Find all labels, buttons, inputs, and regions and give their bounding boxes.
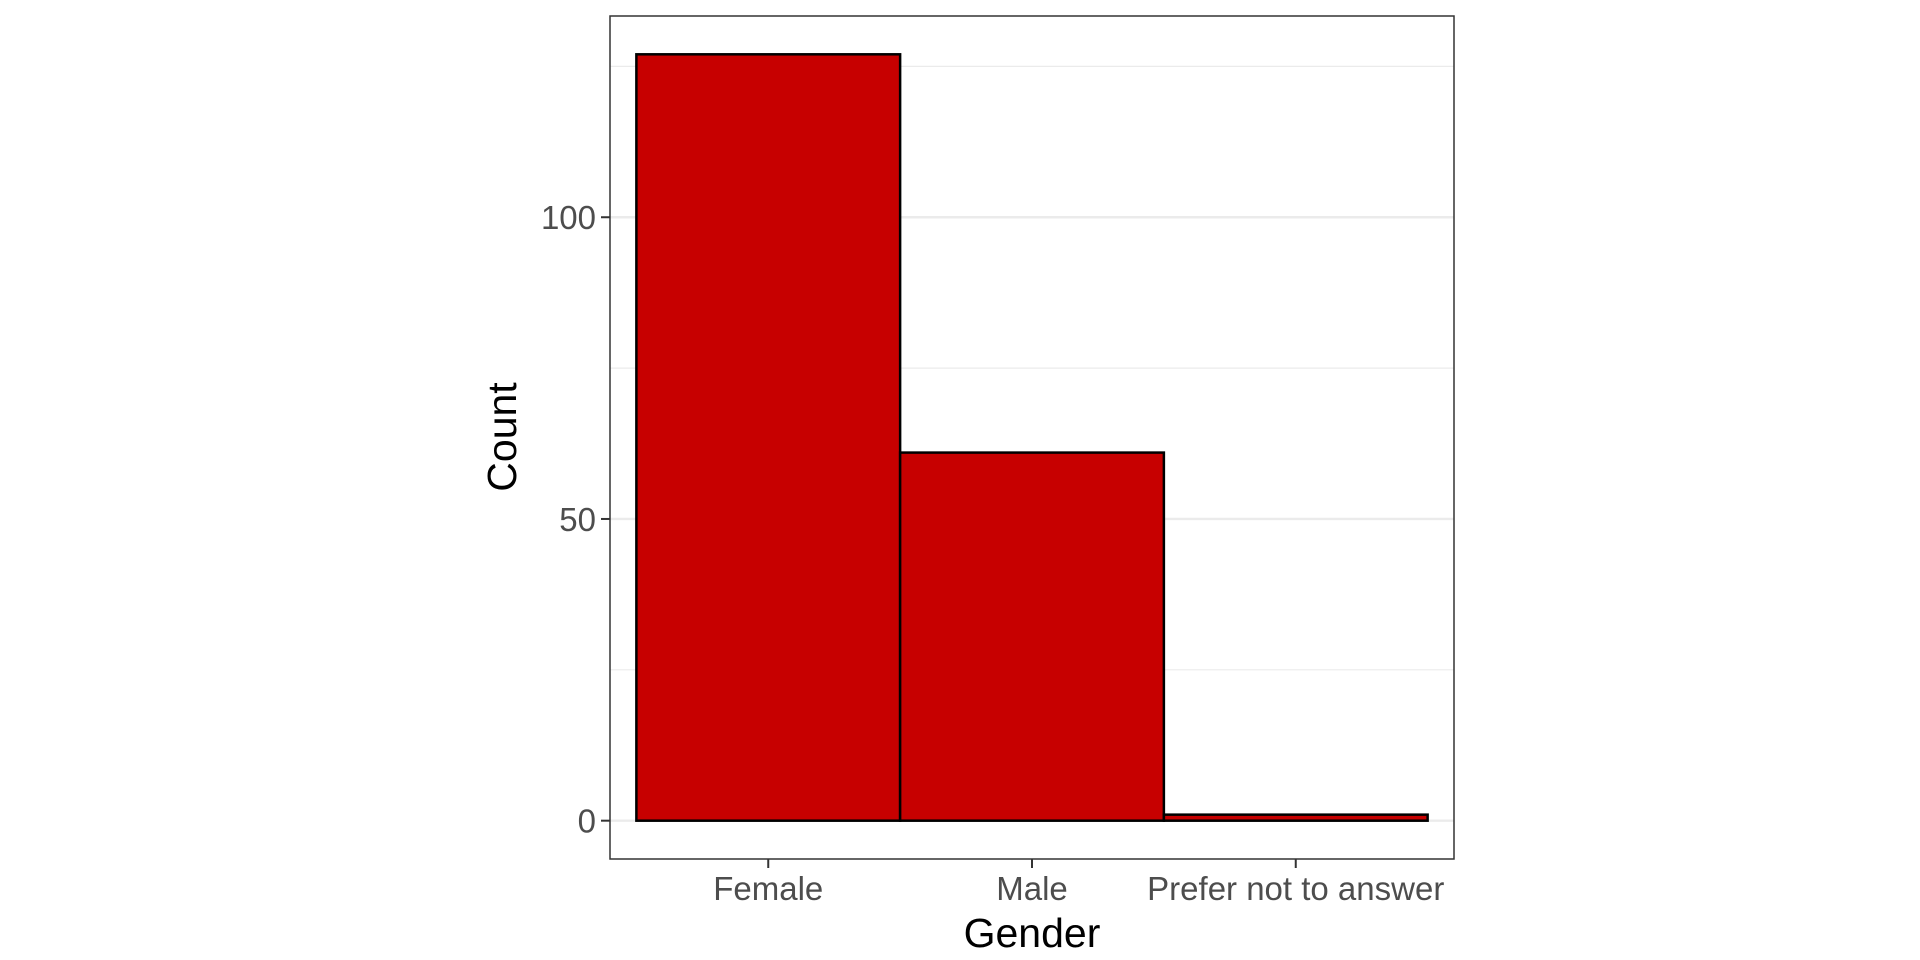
x-tick-label: Male (996, 870, 1068, 907)
x-tick-label: Female (713, 870, 823, 907)
x-axis: Female Male Prefer not to answer (713, 859, 1444, 907)
bar-female (635, 53, 902, 822)
y-axis-title: Count (479, 382, 525, 492)
x-axis-title: Gender (964, 910, 1101, 956)
bars-layer (635, 53, 1429, 822)
bar-prefer-not-to-answer (1162, 813, 1429, 822)
bar-male (898, 451, 1166, 822)
y-tick-label: 100 (541, 199, 596, 236)
y-tick-label: 0 (578, 803, 596, 840)
x-tick-label: Prefer not to answer (1147, 870, 1444, 907)
y-axis: 0 50 100 (541, 199, 610, 840)
y-tick-label: 50 (559, 501, 596, 538)
